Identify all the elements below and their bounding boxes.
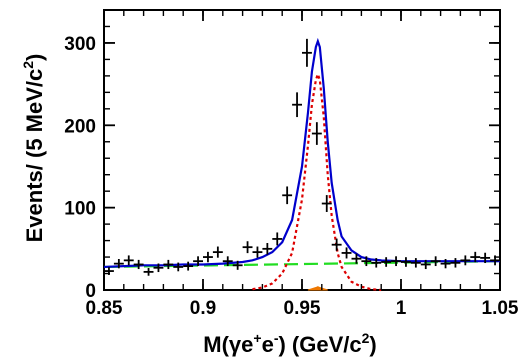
y-tick-label: 100 [64,199,96,220]
data-point [410,258,421,268]
data-point [321,195,332,212]
data-point [232,260,243,270]
data-point [153,263,164,273]
data-points [104,38,500,276]
data-point [470,251,481,263]
x-axis-title-unit: ) (GeV/c [278,332,361,357]
data-point [203,251,213,263]
axis-ticks [103,9,501,291]
signal-curve [252,70,382,292]
x-axis-title-unit-sup: 2 [362,330,370,346]
x-axis-title-main: M(γe [203,332,253,357]
data-point [401,257,411,267]
data-point [183,261,194,271]
data-point [193,256,203,267]
x-tick-label: 1 [396,298,407,319]
y-axis-title-main: Events/ (5 MeV/c [22,69,47,243]
data-point [480,252,491,264]
x-axis-title: M(γe+e-) (GeV/c2) [203,330,377,357]
data-point [272,232,283,246]
data-point [252,246,263,258]
data-point [173,262,184,272]
data-point [460,255,471,266]
data-point [113,258,124,269]
data-point [381,257,392,267]
x-tick-label: 0.85 [86,298,123,319]
x-tick-label: 1.05 [482,298,519,319]
data-point [242,241,253,254]
data-point [391,256,401,267]
data-point [123,255,134,266]
data-point [292,92,302,118]
data-point [163,259,174,270]
tick-labels: 0.85 0.9 0.95 1 1.05 0 100 200 300 [64,34,519,319]
peaking-component-fill [307,286,328,291]
data-point [341,247,352,259]
x-tick-label: 0.95 [284,298,321,319]
data-point [212,246,223,258]
x-axis-title-close: ) [369,332,376,357]
data-point [262,243,273,255]
data-point [361,256,372,267]
data-point [430,256,441,267]
data-point [371,258,382,268]
data-point [420,259,431,270]
data-point [133,259,144,270]
data-point [450,258,461,268]
y-axis-title: Events/ (5 MeV/c2) [20,54,47,243]
data-point [351,253,362,264]
data-point [302,38,312,67]
x-axis-title-mid: e [262,332,274,357]
data-point [282,186,293,205]
data-point [143,268,154,276]
y-tick-label: 0 [85,281,96,302]
data-point [222,256,233,267]
data-point [440,258,451,269]
y-axis-title-close: ) [22,54,47,61]
data-point [311,122,322,145]
data-point [331,238,342,251]
x-axis-title-sup1: + [253,330,261,346]
y-tick-label: 300 [64,34,96,55]
y-axis-title-sup: 2 [20,61,36,69]
x-tick-label: 0.9 [190,298,216,319]
x-axis-title-sup2: - [274,330,279,346]
y-tick-label: 200 [64,116,96,137]
